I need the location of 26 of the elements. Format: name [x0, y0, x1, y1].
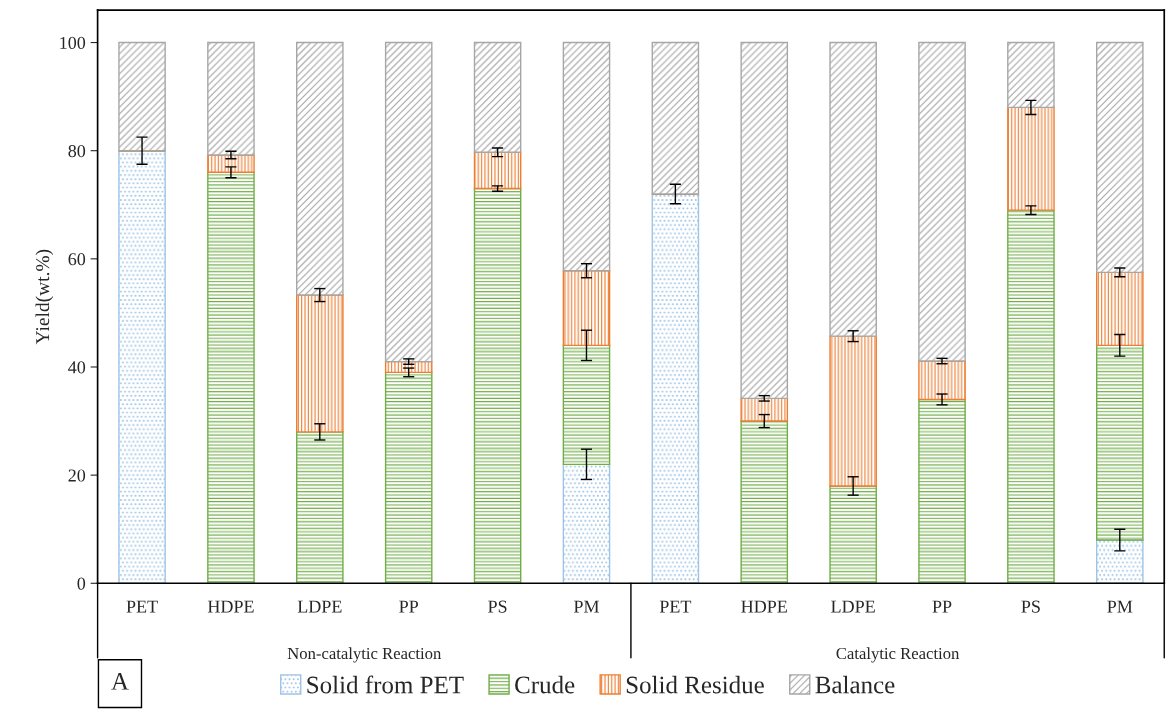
y-tick-label: 60 — [68, 253, 86, 266]
y-tick-label: 0 — [77, 577, 86, 590]
legend-label: Solid Residue — [626, 675, 764, 694]
x-tick-label: PET — [126, 600, 158, 613]
x-tick-label: PM — [1107, 600, 1133, 613]
text: A — [111, 673, 129, 690]
x-tick-label: PP — [399, 600, 419, 613]
y-tick-label: 100 — [60, 36, 86, 49]
x-tick-label: PS — [488, 600, 507, 613]
text: Non-catalytic Reaction — [287, 647, 442, 663]
x-tick-label: HDPE — [741, 600, 787, 613]
x-tick-label: LDPE — [297, 600, 342, 613]
y-axis-title: Yield(wt.%) — [35, 249, 54, 345]
y-tick-label: 80 — [68, 144, 86, 158]
y-tick-label: 40 — [68, 361, 86, 374]
x-tick-label: LDPE — [831, 600, 875, 613]
legend-label: Solid from PET — [307, 675, 464, 694]
x-tick-label: PET — [659, 600, 692, 613]
legend-label: Balance — [815, 675, 895, 694]
legend-label: Crude — [515, 675, 575, 694]
text: Catalytic Reaction — [836, 647, 960, 663]
x-tick-label: HDPE — [207, 600, 254, 613]
y-tick-label: 20 — [68, 469, 86, 482]
x-tick-label: PS — [1021, 600, 1040, 613]
x-tick-label: PP — [932, 600, 952, 613]
x-tick-label: PM — [573, 600, 599, 613]
